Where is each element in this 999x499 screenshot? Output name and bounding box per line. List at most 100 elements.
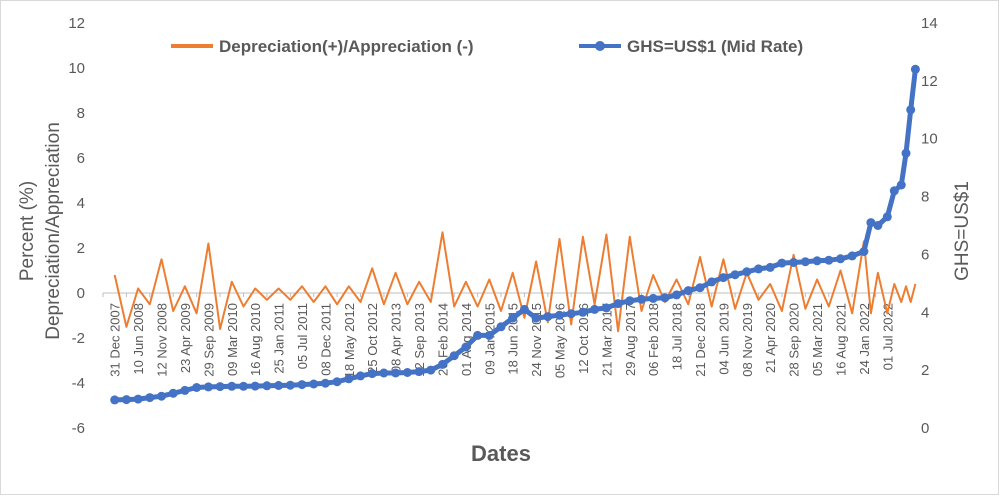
series-point	[590, 304, 600, 314]
x-tick-label: 23 Apr 2009	[178, 303, 193, 373]
y-left-tick-label: -4	[72, 375, 85, 392]
series-point	[812, 256, 822, 266]
series-point	[168, 388, 178, 398]
x-tick-label: 25 Jan 2011	[272, 303, 287, 374]
series-point	[866, 218, 876, 228]
series-point	[192, 383, 202, 392]
series-point	[250, 381, 260, 391]
series-point	[133, 394, 143, 404]
x-tick-label: 24 Nov 2015	[529, 303, 544, 377]
y-left-axis-title-line2: Depreciation/Appreciation	[43, 122, 64, 340]
series-point	[566, 309, 576, 319]
series-point	[555, 310, 564, 320]
x-tick-label: 16 Aug 2021	[833, 303, 848, 376]
series-point	[110, 395, 120, 405]
series-point	[297, 380, 307, 390]
series-point	[777, 258, 787, 268]
legend: Depreciation(+)/Appreciation (-) GHS=US$…	[171, 37, 803, 56]
y-right-tick-label: 10	[921, 131, 938, 148]
series-point	[356, 371, 365, 381]
series-point	[519, 304, 529, 314]
x-tick-label: 20 Feb 2014	[435, 303, 450, 376]
series-line-0	[113, 231, 917, 333]
series-point	[496, 322, 506, 332]
series-point	[601, 303, 611, 313]
legend-label-depreciation: Depreciation(+)/Appreciation (-)	[219, 37, 474, 56]
x-tick-label: 16 Aug 2010	[248, 303, 263, 376]
series-point	[754, 264, 763, 274]
series-point	[438, 359, 447, 369]
x-tick-label: 12 Oct 2016	[576, 303, 591, 374]
series-point	[906, 105, 916, 115]
series-point	[145, 393, 155, 403]
x-tick-label: 09 Mar 2010	[225, 303, 240, 376]
y-left-axis-title-line1: Percent (%)	[17, 181, 38, 281]
x-tick-label: 12 Sep 2013	[412, 303, 427, 377]
series-layer	[110, 64, 920, 405]
series-point	[320, 378, 330, 388]
series-point	[402, 368, 412, 377]
y-right-tick-label: 12	[921, 73, 938, 90]
y-right-tick-label: 6	[921, 246, 929, 263]
series-point	[367, 369, 377, 379]
series-point	[836, 254, 845, 264]
legend-marker-mid-rate	[595, 41, 605, 51]
series-point	[449, 351, 459, 361]
x-tick-label: 08 Dec 2011	[318, 303, 333, 376]
series-point	[910, 64, 920, 74]
series-point	[180, 385, 190, 395]
series-point	[203, 382, 213, 392]
series-point	[227, 381, 237, 391]
series-point	[847, 251, 857, 261]
x-tick-label: 21 Mar 2017	[599, 303, 614, 376]
series-point	[882, 212, 892, 222]
series-point	[531, 313, 541, 323]
series-point	[285, 380, 295, 390]
y-right-tick-label: 2	[921, 362, 929, 379]
series-point	[695, 283, 705, 293]
series-point	[309, 379, 319, 389]
series-point	[660, 293, 670, 303]
y-right-tick-label: 8	[921, 189, 929, 206]
x-tick-label: 18 Jul 2018	[670, 303, 685, 370]
x-tick-label: 04 Jun 2019	[716, 303, 731, 375]
y-left-tick-label: 6	[77, 150, 85, 167]
y-left-tick-label: -6	[72, 420, 85, 437]
series-point	[215, 382, 225, 392]
y-left-tick-label: 0	[77, 285, 85, 302]
y-left-tick-label: -2	[72, 330, 85, 347]
y-right-axis: 0 2 4 6 8 10 12 14	[921, 15, 938, 437]
series-point	[824, 255, 834, 265]
series-point	[800, 257, 810, 267]
x-tick-label: 21 Apr 2020	[763, 303, 778, 373]
series-point	[262, 381, 272, 391]
series-point	[765, 262, 775, 272]
x-tick-label: 31 Dec 2007	[108, 303, 123, 377]
series-point	[625, 296, 635, 306]
series-point	[707, 277, 717, 287]
series-point	[274, 381, 284, 390]
series-point	[718, 273, 728, 283]
y-right-tick-label: 0	[921, 420, 929, 437]
y-right-tick-label: 14	[921, 15, 938, 32]
x-tick-label: 25 Oct 2012	[365, 303, 380, 374]
series-point	[789, 258, 799, 267]
series-point	[543, 312, 553, 322]
x-tick-label: 06 Feb 2018	[646, 303, 661, 376]
series-point	[391, 368, 401, 378]
series-point	[578, 307, 588, 317]
y-left-tick-label: 8	[77, 105, 85, 122]
x-tick-label: 05 May 2016	[553, 303, 568, 378]
x-tick-label: 28 Sep 2020	[787, 303, 802, 377]
x-tick-label: 21 Dec 2018	[693, 303, 708, 377]
series-point	[742, 267, 752, 277]
series-point	[672, 290, 682, 300]
series-point	[901, 148, 911, 158]
series-point	[157, 391, 166, 401]
series-point	[637, 294, 646, 304]
x-tick-label: 18 May 2012	[342, 303, 357, 378]
x-tick-label: 05 Mar 2021	[810, 303, 825, 376]
y-left-tick-label: 2	[77, 240, 85, 257]
